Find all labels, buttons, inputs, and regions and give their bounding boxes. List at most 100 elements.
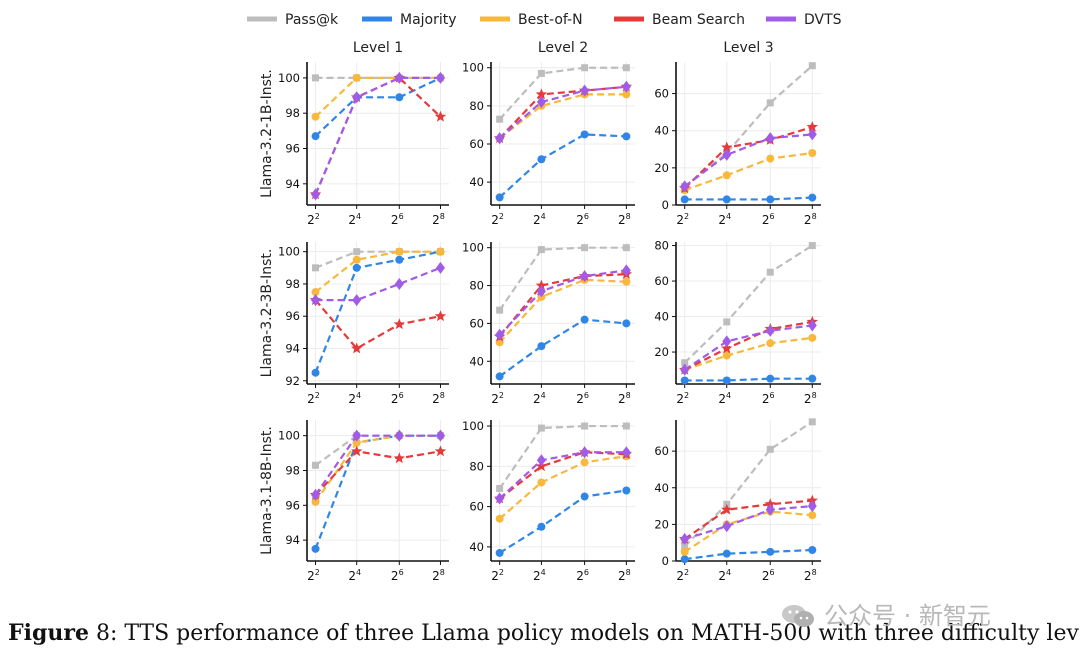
- figure-grid: Pass@k Majority Best-of-N Beam Search DVTS Le…: [247, 12, 842, 583]
- subplot-r3-c2: 40 60 80 100 22 24 26 28: [462, 419, 635, 583]
- subplot-r2-c1: 92 94 96 98 100 22 24 26 28: [278, 242, 449, 406]
- data-point-majority: [537, 522, 546, 531]
- data-point-dvts: [352, 91, 362, 104]
- data-point-dvts: [621, 446, 631, 459]
- column-title-level-1: Level 1: [353, 40, 403, 56]
- data-point-beam-search: [806, 494, 819, 506]
- legend-label-best-of-n: Best-of-N: [518, 12, 583, 28]
- data-point-best-of-n: [808, 149, 817, 157]
- series-best-of-n: [680, 507, 817, 556]
- y-tick-label: 40: [654, 481, 669, 495]
- data-point-dvts: [311, 488, 321, 501]
- series-line-dvts: [498, 269, 627, 336]
- series-line-best-of-n: [314, 76, 441, 118]
- x-tick-label: 24: [533, 568, 546, 583]
- data-point-best-of-n: [766, 154, 775, 163]
- y-tick-label: 60: [654, 274, 669, 288]
- x-tick-label: 28: [618, 391, 631, 406]
- series-line-pass-k: [315, 250, 441, 269]
- series-best-of-n: [311, 431, 445, 506]
- y-tick-label: 60: [654, 444, 669, 458]
- y-tick-label: 98: [285, 277, 300, 291]
- series-dvts: [495, 446, 631, 505]
- series-line-majority: [684, 196, 813, 201]
- data-point-best-of-n: [311, 288, 320, 297]
- subplot-r3-c3: 0 20 40 60 22 24 26 28: [654, 418, 821, 583]
- x-tick-label: 22: [491, 391, 504, 406]
- y-tick-label: 94: [285, 533, 300, 547]
- data-point-dvts: [352, 294, 362, 307]
- series-line-dvts: [684, 504, 813, 541]
- x-tick-label: 22: [307, 212, 320, 227]
- y-tick-label: 94: [285, 177, 300, 191]
- data-point-best-of-n: [395, 247, 404, 256]
- data-point-pass-k: [766, 99, 774, 107]
- y-tick-label: 100: [278, 245, 300, 259]
- x-tick-label: 26: [762, 568, 775, 583]
- data-point-majority: [537, 342, 546, 351]
- data-point-dvts: [536, 285, 546, 298]
- data-point-dvts: [621, 80, 631, 93]
- series-pass-k: [496, 244, 630, 314]
- data-point-majority: [622, 486, 631, 495]
- data-point-majority: [680, 376, 689, 385]
- data-point-majority: [311, 544, 320, 553]
- series-line-beam-search: [498, 451, 627, 500]
- y-tick-label: 98: [285, 106, 300, 120]
- y-tick-label: 80: [469, 279, 484, 293]
- data-point-majority: [311, 368, 320, 377]
- row-label-llama-3-1-8b-inst: Llama-3.1-8B-Inst.: [259, 426, 275, 555]
- data-point-dvts: [352, 429, 362, 442]
- x-tick-label: 26: [576, 212, 589, 227]
- legend-label-beam-search: Beam Search: [652, 12, 745, 28]
- data-point-majority: [395, 93, 404, 102]
- data-point-majority: [495, 548, 504, 557]
- y-tick-label: 0: [662, 554, 669, 568]
- series-line-best-of-n: [684, 336, 813, 371]
- series-beam-search: [309, 71, 447, 200]
- data-point-dvts: [536, 454, 546, 467]
- series-pass-k: [681, 418, 816, 550]
- y-tick-label: 100: [278, 71, 300, 85]
- x-tick-label: 24: [718, 391, 731, 406]
- series-beam-search: [678, 121, 819, 194]
- series-line-majority: [314, 250, 441, 374]
- y-tick-label: 20: [654, 517, 669, 531]
- series-beam-search: [493, 268, 633, 342]
- y-tick-label: 0: [662, 198, 669, 212]
- x-tick-label: 26: [576, 568, 589, 583]
- data-point-beam-search: [721, 503, 733, 515]
- subplot-r1-c1: 94 96 98 100 22 24 26 28: [278, 62, 449, 227]
- x-tick-label: 26: [391, 212, 404, 227]
- data-point-pass-k: [537, 69, 545, 77]
- x-tick-label: 22: [491, 568, 504, 583]
- data-point-best-of-n: [622, 277, 631, 286]
- series-dvts: [680, 500, 817, 546]
- column-title-level-3: Level 3: [723, 40, 773, 56]
- series-line-best-of-n: [498, 93, 627, 140]
- x-tick-label: 28: [804, 212, 817, 227]
- series-line-dvts: [314, 434, 441, 496]
- series-line-pass-k: [498, 246, 627, 311]
- data-point-majority: [808, 546, 817, 555]
- data-point-pass-k: [353, 248, 361, 256]
- data-point-beam-search: [434, 110, 447, 122]
- series-line-majority: [314, 76, 441, 137]
- x-tick-label: 28: [432, 212, 445, 227]
- data-point-pass-k: [496, 484, 504, 492]
- data-point-dvts: [495, 492, 505, 505]
- data-point-pass-k: [312, 461, 320, 469]
- series-majority: [311, 73, 445, 141]
- series-majority: [495, 130, 631, 202]
- series-majority: [311, 247, 445, 377]
- data-point-pass-k: [496, 115, 504, 123]
- series-line-pass-k: [683, 244, 813, 364]
- data-point-best-of-n: [537, 478, 546, 487]
- y-tick-label: 98: [285, 463, 300, 477]
- data-point-best-of-n: [436, 247, 445, 256]
- data-point-best-of-n: [722, 171, 731, 180]
- series-line-beam-search: [498, 273, 627, 338]
- data-point-dvts: [435, 429, 445, 442]
- series-majority: [495, 486, 631, 557]
- series-line-best-of-n: [498, 455, 627, 520]
